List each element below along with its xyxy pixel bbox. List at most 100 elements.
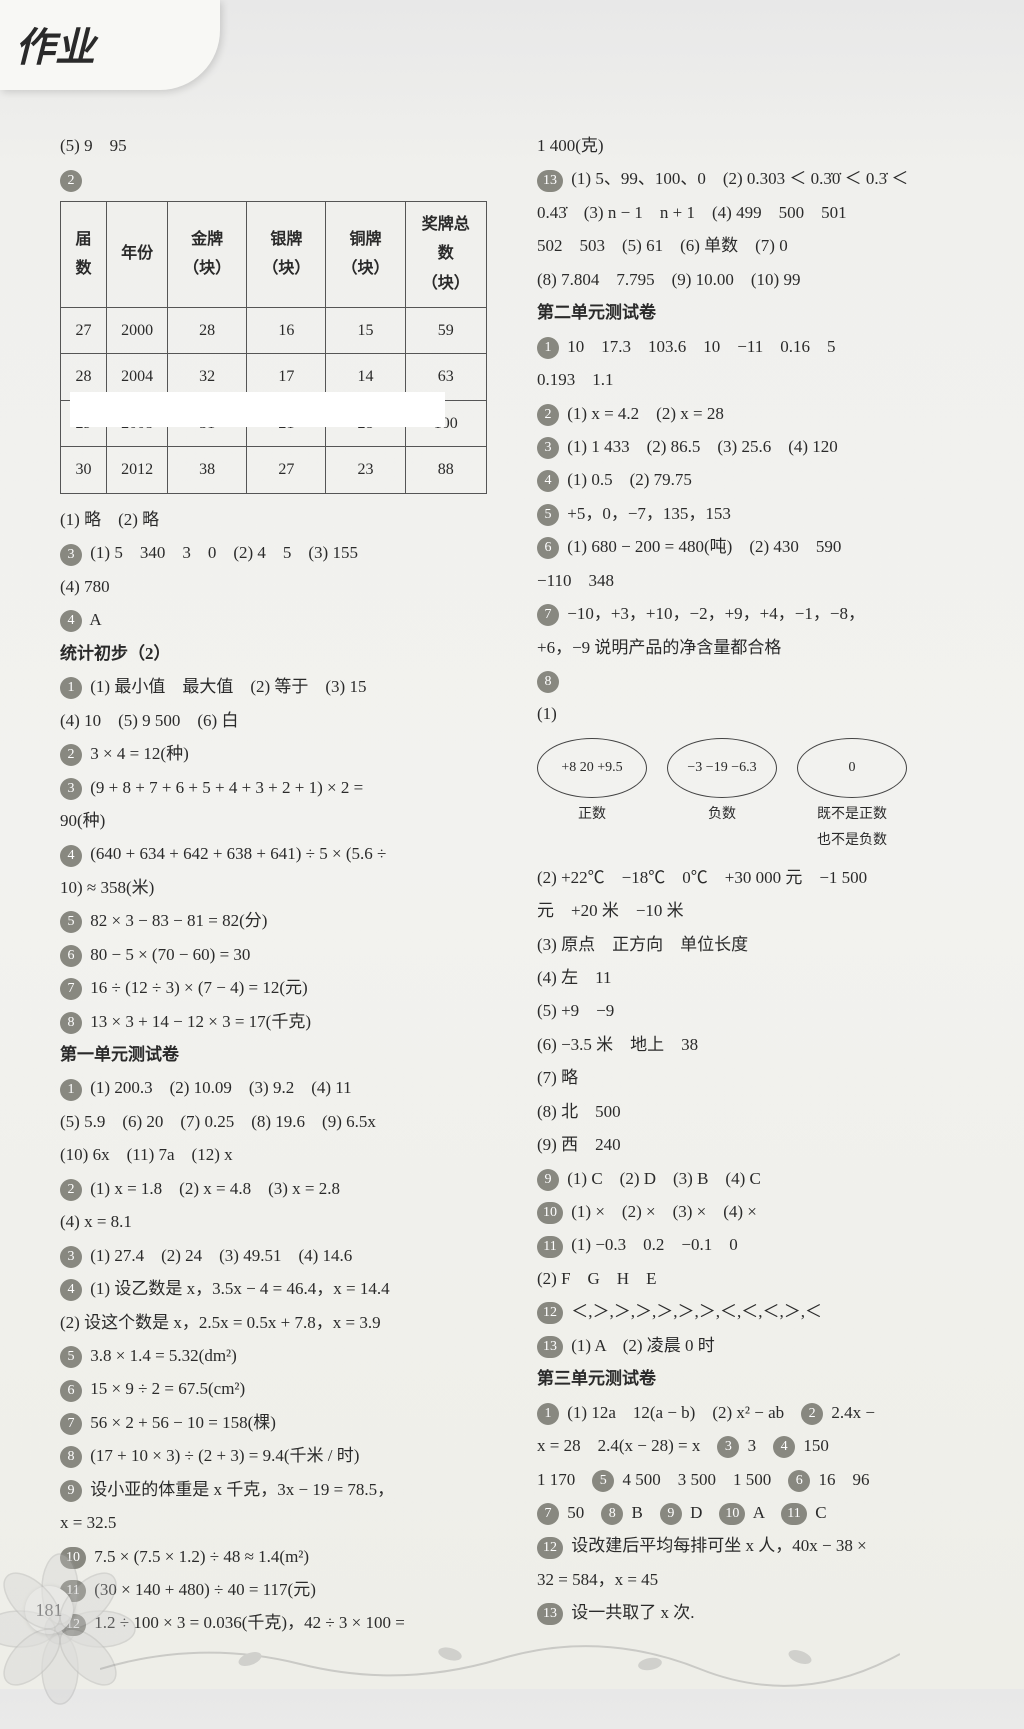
text: 13 设一共取了 x 次. bbox=[537, 1597, 964, 1628]
text: 元 +20 米 −10 米 bbox=[537, 895, 964, 926]
text: 4 (1) 设乙数是 x，3.5x − 4 = 46.4，x = 14.4 bbox=[60, 1273, 487, 1304]
num-badge: 6 bbox=[60, 945, 82, 967]
section-heading: 第二单元测试卷 bbox=[537, 297, 964, 328]
text: (9) 西 240 bbox=[537, 1129, 964, 1160]
text: 3 (1) 27.4 (2) 24 (3) 49.51 (4) 14.6 bbox=[60, 1240, 487, 1271]
num-badge: 7 bbox=[537, 604, 559, 626]
right-column: 1 400(克) 13 (1) 5、99、100、0 (2) 0.303 ＜ 0… bbox=[537, 130, 964, 1589]
text: 1 (1) 200.3 (2) 10.09 (3) 9.2 (4) 11 bbox=[60, 1072, 487, 1103]
num-badge: 10 bbox=[537, 1202, 563, 1224]
text: 0.43̇ (3) n − 1 n + 1 (4) 499 500 501 bbox=[537, 197, 964, 228]
text: 5 82 × 3 − 83 − 81 = 82(分) bbox=[60, 905, 487, 936]
oval-label: 负数 bbox=[667, 802, 777, 828]
num-badge: 8 bbox=[537, 671, 559, 693]
oval-diagram: +8 20 +9.5 正数 −3 −19 −6.3 负数 0 既不是正数 也不是… bbox=[537, 738, 964, 854]
text: 32 = 584，x = 45 bbox=[537, 1564, 964, 1595]
white-overlay bbox=[70, 392, 445, 427]
text: 7 56 × 2 + 56 − 10 = 158(棵) bbox=[60, 1407, 487, 1438]
num-badge: 2 bbox=[60, 1179, 82, 1201]
text: (7) 略 bbox=[537, 1062, 964, 1093]
text: 0.193 1.1 bbox=[537, 364, 964, 395]
header-tab: 作业 bbox=[0, 0, 220, 90]
num-badge: 9 bbox=[537, 1169, 559, 1191]
text: 1 170 5 4 500 3 500 1 500 6 16 96 bbox=[537, 1464, 964, 1495]
th: 年份 bbox=[107, 201, 168, 307]
text: 5 +5，0，−7，135，153 bbox=[537, 498, 964, 529]
num-badge: 13 bbox=[537, 1336, 563, 1358]
text: 3 (1) 1 433 (2) 86.5 (3) 25.6 (4) 120 bbox=[537, 431, 964, 462]
th: 届数 bbox=[61, 201, 107, 307]
text: +6，−9 说明产品的净含量都合格 bbox=[537, 632, 964, 663]
text: 10) ≈ 358(米) bbox=[60, 872, 487, 903]
num-badge: 12 bbox=[537, 1302, 563, 1324]
text: x = 28 2.4(x − 28) = x 3 3 4 150 bbox=[537, 1430, 964, 1461]
th: 金牌（块） bbox=[168, 201, 247, 307]
left-column: (5) 9 95 2 届数 年份 金牌（块） 银牌（块） 铜牌（块） 奖牌总数（… bbox=[60, 130, 487, 1589]
text: (1) 略 (2) 略 bbox=[60, 504, 487, 535]
text: 13 (1) 5、99、100、0 (2) 0.303 ＜ 0.3̇0̇ ＜ 0… bbox=[537, 163, 964, 194]
th: 银牌（块） bbox=[247, 201, 326, 307]
text: (8) 北 500 bbox=[537, 1096, 964, 1127]
text: 6 15 × 9 ÷ 2 = 67.5(cm²) bbox=[60, 1373, 487, 1404]
text: 7 16 ÷ (12 ÷ 3) × (7 − 4) = 12(元) bbox=[60, 972, 487, 1003]
oval: −3 −19 −6.3 bbox=[667, 738, 777, 798]
num-badge: 2 bbox=[60, 744, 82, 766]
text: −110 348 bbox=[537, 565, 964, 596]
text: 8 (17 + 10 × 3) ÷ (2 + 3) = 9.4(千米 / 时) bbox=[60, 1440, 487, 1471]
text: 1 (1) 12a 12(a − b) (2) x² − ab 2 2.4x − bbox=[537, 1397, 964, 1428]
text: 12 设改建后平均每排可坐 x 人，40x − 38 × bbox=[537, 1530, 964, 1561]
table-row: 30201238272388 bbox=[61, 447, 487, 494]
th: 铜牌（块） bbox=[326, 201, 405, 307]
text: (8) 7.804 7.795 (9) 10.00 (10) 99 bbox=[537, 264, 964, 295]
text: (5) +9 −9 bbox=[537, 995, 964, 1026]
oval-group: +8 20 +9.5 正数 bbox=[537, 738, 647, 828]
num-badge: 3 bbox=[60, 544, 82, 566]
text: 1 (1) 最小值 最大值 (2) 等于 (3) 15 bbox=[60, 671, 487, 702]
vine-decoration-icon bbox=[100, 1629, 900, 1689]
section-heading: 第一单元测试卷 bbox=[60, 1039, 487, 1070]
text: 6 (1) 680 − 200 = 480(吨) (2) 430 590 bbox=[537, 531, 964, 562]
text: 2 bbox=[60, 163, 487, 194]
num-badge: 5 bbox=[592, 1470, 614, 1492]
text: 9 (1) C (2) D (3) B (4) C bbox=[537, 1163, 964, 1194]
text: (4) 左 11 bbox=[537, 962, 964, 993]
text: 1 10 17.3 103.6 10 −11 0.16 5 bbox=[537, 331, 964, 362]
num-badge: 1 bbox=[537, 337, 559, 359]
text: 9 设小亚的体重是 x 千克，3x − 19 = 78.5， bbox=[60, 1474, 487, 1505]
num-badge: 3 bbox=[60, 1246, 82, 1268]
num-badge: 12 bbox=[537, 1537, 563, 1559]
table-row: 27200028161559 bbox=[61, 307, 487, 354]
text: 502 503 (5) 61 (6) 单数 (7) 0 bbox=[537, 230, 964, 261]
text: 4 A bbox=[60, 604, 487, 635]
text: 4 (640 + 634 + 642 + 638 + 641) ÷ 5 × (5… bbox=[60, 838, 487, 869]
num-badge: 7 bbox=[60, 1413, 82, 1435]
num-badge: 10 bbox=[719, 1503, 745, 1525]
section-heading: 第三单元测试卷 bbox=[537, 1363, 964, 1394]
num-badge: 4 bbox=[537, 470, 559, 492]
text: 7 50 8 B 9 D 10 A 11 C bbox=[537, 1497, 964, 1528]
num-badge: 8 bbox=[601, 1503, 623, 1525]
num-badge: 3 bbox=[717, 1436, 739, 1458]
num-badge: 3 bbox=[537, 437, 559, 459]
text: 5 3.8 × 1.4 = 5.32(dm²) bbox=[60, 1340, 487, 1371]
text: (5) 9 95 bbox=[60, 130, 487, 161]
oval: 0 bbox=[797, 738, 907, 798]
text: 3 (9 + 8 + 7 + 6 + 5 + 4 + 3 + 2 + 1) × … bbox=[60, 772, 487, 803]
text: 3 (1) 5 340 3 0 (2) 4 5 (3) 155 bbox=[60, 537, 487, 568]
num-badge: 4 bbox=[60, 610, 82, 632]
text: 6 80 − 5 × (70 − 60) = 30 bbox=[60, 939, 487, 970]
num-badge: 8 bbox=[60, 1012, 82, 1034]
content: (5) 9 95 2 届数 年份 金牌（块） 银牌（块） 铜牌（块） 奖牌总数（… bbox=[60, 130, 964, 1589]
num-badge: 9 bbox=[660, 1503, 682, 1525]
num-badge: 1 bbox=[60, 677, 82, 699]
medal-table: 届数 年份 金牌（块） 银牌（块） 铜牌（块） 奖牌总数（块） 27200028… bbox=[60, 201, 487, 494]
num-badge: 13 bbox=[537, 170, 563, 192]
oval-label: 既不是正数 也不是负数 bbox=[797, 802, 907, 854]
text: 8 13 × 3 + 14 − 12 × 3 = 17(千克) bbox=[60, 1006, 487, 1037]
num-badge: 5 bbox=[60, 911, 82, 933]
text: 10 (1) × (2) × (3) × (4) × bbox=[537, 1196, 964, 1227]
num-badge: 13 bbox=[537, 1603, 563, 1625]
text: 2 (1) x = 4.2 (2) x = 28 bbox=[537, 398, 964, 429]
num-badge: 2 bbox=[801, 1403, 823, 1425]
header-title: 作业 bbox=[15, 15, 95, 73]
